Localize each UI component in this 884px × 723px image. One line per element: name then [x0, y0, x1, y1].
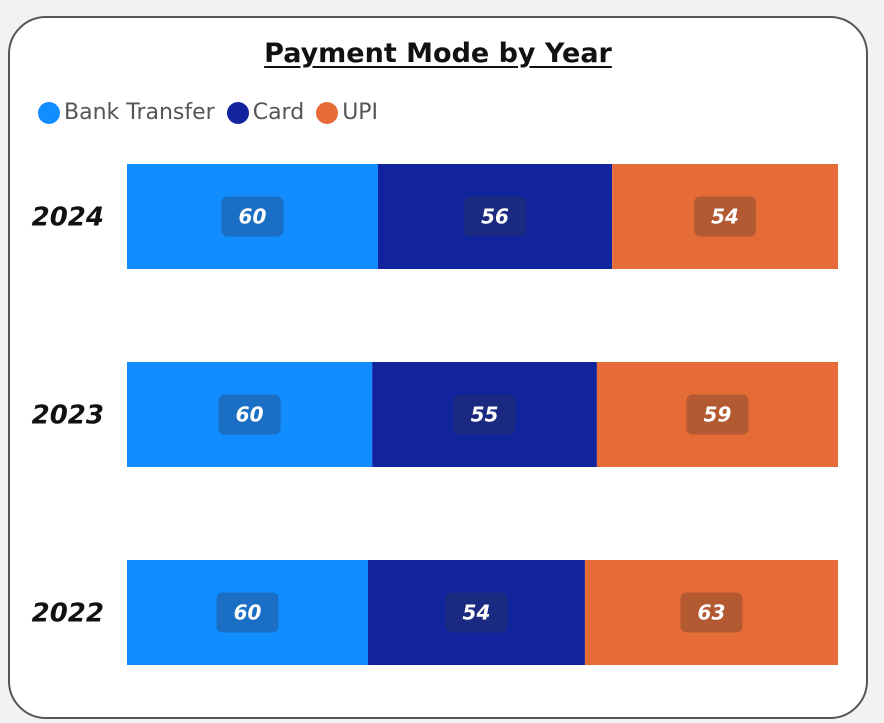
category-label-2022: 2022	[32, 599, 104, 629]
category-label-2024: 2024	[32, 203, 104, 233]
data-label-bg-bank-transfer-2022	[216, 592, 279, 633]
data-label-bg-upi-2023	[686, 394, 749, 435]
data-label-bank-transfer-2022: 60	[234, 601, 262, 625]
data-label-bg-card-2023	[453, 394, 516, 435]
data-label-bg-card-2022	[445, 592, 508, 633]
legend-item-card[interactable]: Card	[226, 100, 305, 125]
data-label-card-2024: 56	[481, 205, 509, 229]
legend-item-bank-transfer[interactable]: Bank Transfer	[38, 100, 215, 125]
data-label-bg-bank-transfer-2024	[221, 196, 284, 237]
legend-label-upi: UPI	[342, 100, 379, 125]
legend: Bank Transfer Card UPI	[38, 100, 390, 125]
data-label-upi-2022: 63	[698, 601, 726, 625]
data-label-bg-bank-transfer-2023	[218, 394, 281, 435]
category-label-2023: 2023	[32, 401, 104, 431]
legend-marker-card	[226, 101, 249, 124]
chart-title: Payment Mode by Year	[264, 38, 612, 69]
data-label-bank-transfer-2023: 60	[236, 403, 264, 427]
legend-marker-upi	[316, 101, 339, 124]
data-label-bg-card-2024	[464, 196, 527, 237]
data-label-bg-upi-2024	[694, 196, 757, 237]
legend-item-upi[interactable]: UPI	[316, 100, 378, 125]
data-label-card-2023: 55	[471, 403, 499, 427]
legend-label-card: Card	[252, 100, 305, 125]
data-label-bg-upi-2022	[680, 592, 743, 633]
legend-marker-bank-transfer	[38, 101, 60, 124]
legend-label-bank-transfer: Bank Transfer	[64, 100, 215, 125]
data-label-bank-transfer-2024: 60	[239, 205, 267, 229]
data-label-upi-2023: 59	[704, 403, 732, 427]
data-label-upi-2024: 54	[711, 205, 739, 229]
data-label-card-2022: 54	[463, 601, 491, 625]
